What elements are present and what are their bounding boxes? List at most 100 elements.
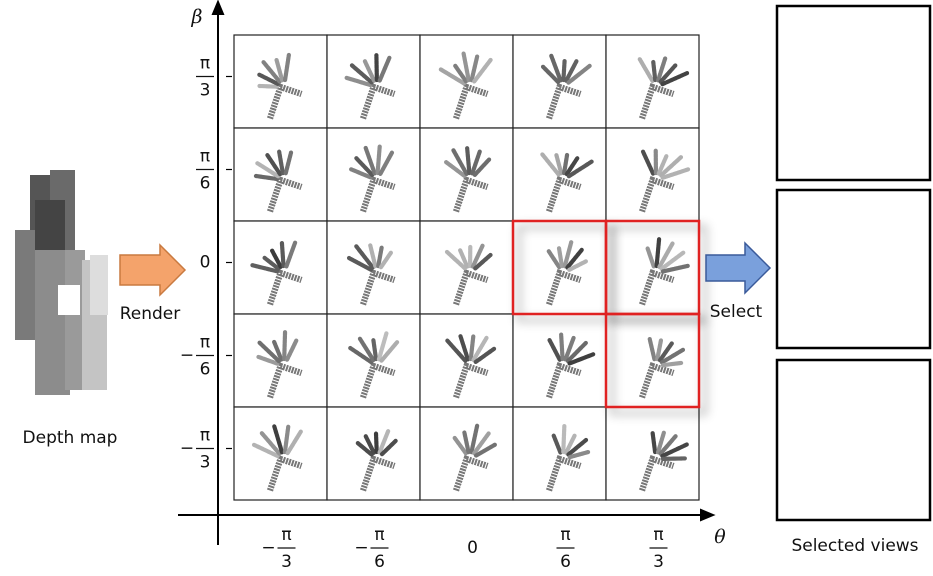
select-arrow — [705, 241, 772, 295]
finger — [462, 430, 471, 455]
hand — [348, 330, 400, 399]
finger — [561, 58, 567, 83]
finger — [282, 52, 291, 83]
finger — [563, 335, 576, 362]
tick-numerator: π — [653, 525, 663, 545]
finger — [362, 59, 377, 83]
finger — [253, 173, 280, 182]
finger — [251, 442, 280, 459]
finger — [284, 338, 299, 362]
axes — [178, 0, 716, 545]
finger — [559, 332, 565, 362]
finger — [660, 442, 690, 459]
finger — [473, 442, 497, 458]
finger — [451, 147, 469, 176]
palm — [453, 83, 489, 120]
tick-label: 0 — [200, 253, 211, 273]
hand — [251, 423, 303, 492]
finger — [371, 337, 379, 362]
finger — [472, 431, 491, 456]
finger — [561, 423, 567, 455]
grid-cell — [605, 406, 700, 501]
finger — [257, 83, 280, 89]
hand — [639, 336, 686, 399]
finger — [540, 152, 561, 177]
hand — [546, 423, 591, 492]
palm — [267, 269, 303, 306]
finger — [645, 246, 656, 269]
finger — [344, 75, 373, 88]
finger — [655, 337, 664, 362]
finger — [283, 150, 294, 176]
palm — [360, 176, 396, 213]
selected-views-label: Selected views — [791, 536, 918, 556]
finger — [551, 433, 563, 455]
tick-denominator: 3 — [281, 552, 292, 572]
finger — [378, 150, 395, 176]
finger — [564, 59, 579, 83]
finger — [349, 167, 373, 180]
finger — [379, 340, 400, 363]
finger — [567, 352, 596, 366]
finger — [658, 63, 678, 84]
finger — [658, 433, 678, 456]
finger — [349, 63, 374, 85]
finger — [353, 155, 375, 178]
hand — [546, 240, 588, 306]
finger — [355, 441, 374, 457]
tick-numerator: π — [200, 333, 210, 353]
finger — [363, 145, 377, 176]
palm — [639, 455, 675, 492]
tick-numerator: π — [200, 147, 210, 167]
tick-denominator: 6 — [560, 552, 571, 572]
finger — [650, 430, 658, 455]
finger — [346, 255, 373, 272]
finger — [354, 244, 375, 270]
finger — [468, 334, 476, 362]
finger — [270, 248, 283, 269]
finger — [277, 149, 285, 176]
finger — [659, 155, 684, 178]
palm — [453, 455, 489, 492]
finger — [444, 160, 467, 178]
finger — [261, 60, 282, 84]
palm — [360, 83, 396, 120]
hand — [540, 152, 595, 213]
finger — [377, 428, 391, 455]
palm — [639, 176, 675, 213]
hand — [639, 237, 690, 306]
view-grid — [233, 34, 700, 501]
hand — [344, 53, 396, 120]
hand — [540, 53, 593, 120]
arrowhead — [700, 508, 716, 522]
palm — [639, 269, 675, 306]
finger — [284, 240, 298, 269]
finger — [546, 248, 562, 270]
tick-label: 0 — [467, 538, 478, 558]
finger — [257, 72, 280, 86]
tick-sign: − — [261, 538, 275, 558]
grid-cell — [419, 127, 514, 222]
finger — [282, 424, 291, 455]
palm — [546, 269, 582, 306]
finger — [377, 55, 392, 83]
tick-sign: − — [180, 346, 194, 366]
finger — [470, 148, 483, 176]
hand — [639, 148, 691, 213]
hand — [444, 146, 492, 213]
tick-numerator: π — [200, 54, 210, 74]
finger — [659, 250, 687, 271]
render-arrow — [119, 243, 187, 297]
hand — [438, 51, 493, 120]
finger — [549, 53, 563, 83]
finger — [566, 63, 593, 85]
tick-denominator: 6 — [200, 174, 211, 194]
finger — [473, 252, 493, 271]
palm — [360, 362, 396, 399]
selected-view — [775, 4, 932, 182]
finger — [660, 71, 690, 87]
hand — [355, 428, 399, 492]
hand — [452, 422, 497, 492]
finger — [566, 437, 589, 457]
